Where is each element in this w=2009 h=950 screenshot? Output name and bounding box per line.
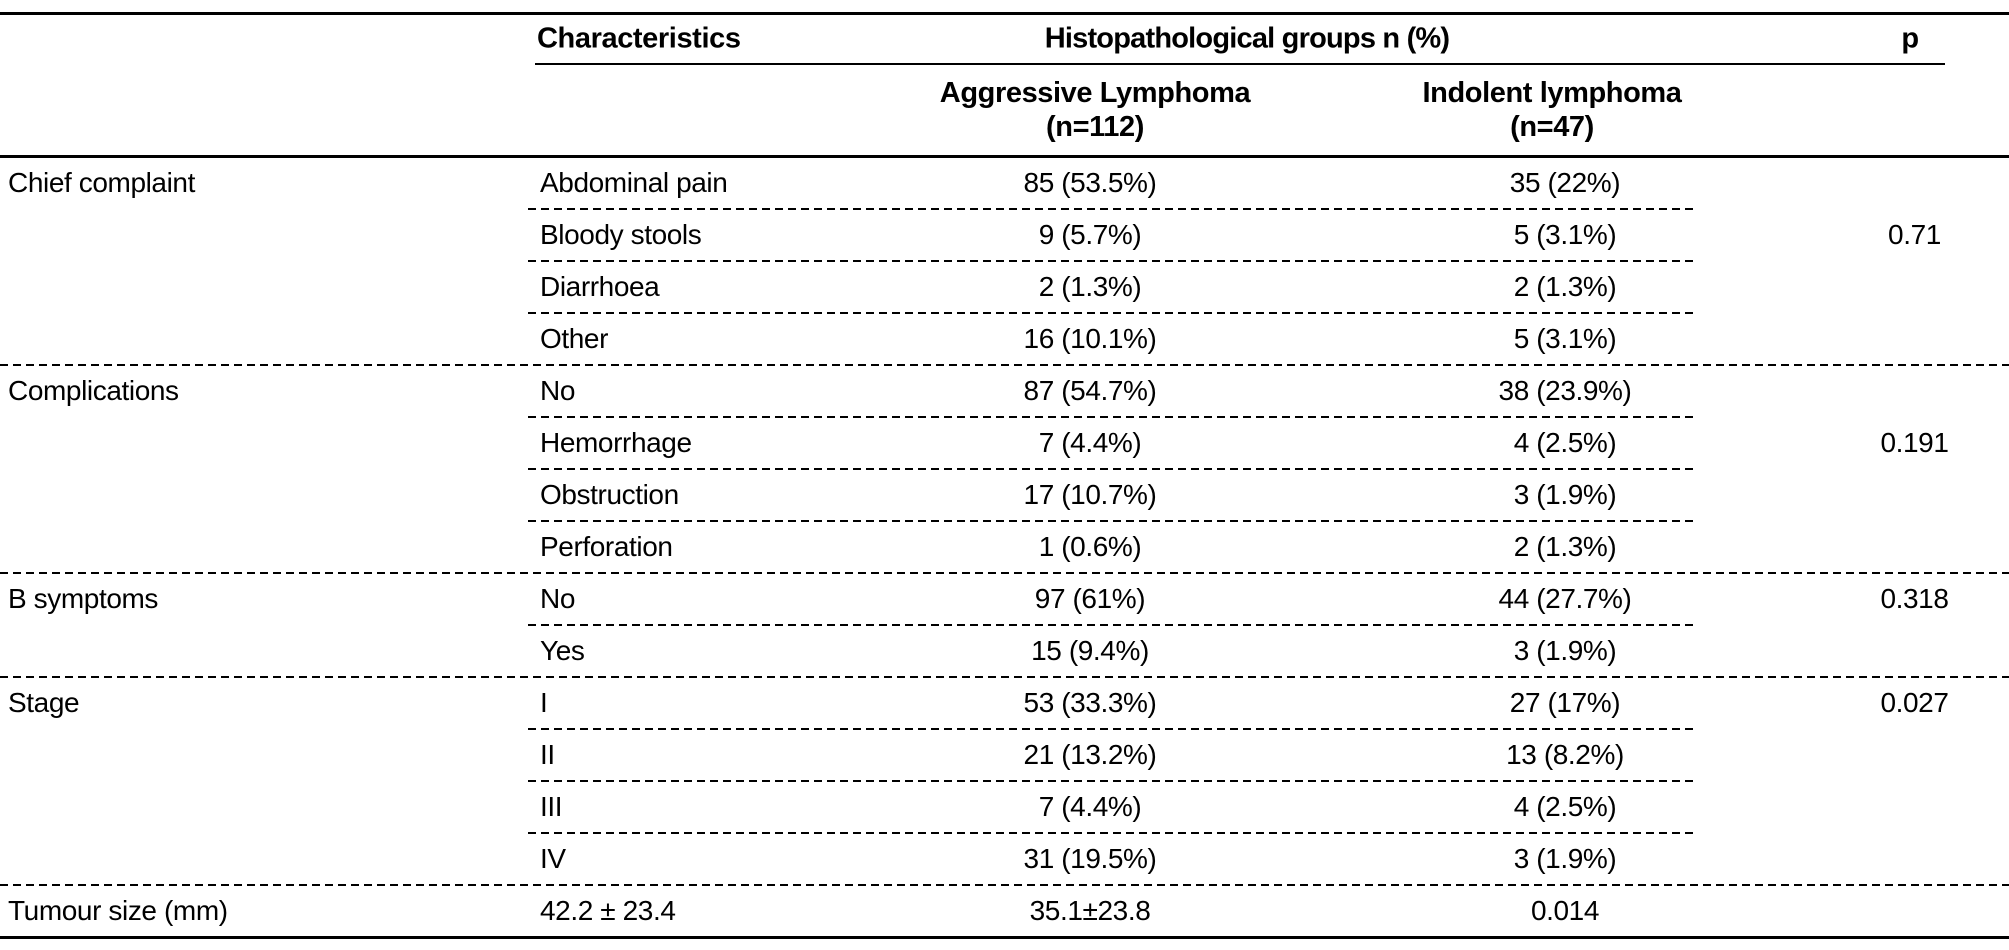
group-divider (0, 884, 2009, 886)
aggressive-value: 15 (9.4%) (1031, 635, 1149, 666)
characteristic-cell: 42.2 ± 23.4 (540, 895, 676, 926)
table-row: IV 31 (19.5%) 3 (1.9%) (0, 834, 2009, 884)
aggressive-value: 85 (53.5%) (1023, 167, 1157, 198)
header-bottom-rule (0, 155, 2009, 158)
row-divider (528, 780, 1693, 782)
indolent-value: 2 (1.3%) (1513, 271, 1617, 302)
header-aggressive-line1: Aggressive Lymphoma (939, 77, 1251, 109)
aggressive-value: 16 (10.1%) (1023, 323, 1157, 354)
row-divider (528, 624, 1693, 626)
aggressive-value: 2 (1.3%) (1038, 271, 1142, 302)
header-indolent-line1: Indolent lymphoma (1422, 77, 1682, 109)
indolent-value: 3 (1.9%) (1513, 635, 1617, 666)
header-indolent-lymphoma: Indolent lymphoma (n=47) (1422, 76, 1681, 144)
characteristic-cell: Other (540, 323, 609, 354)
indolent-value: 27 (17%) (1509, 687, 1621, 718)
table-row: Stage I 53 (33.3%) 27 (17%) 0.027 (0, 678, 2009, 728)
characteristic-cell: IV (540, 843, 566, 874)
indolent-value: 0.014 (1530, 895, 1600, 926)
group-divider (0, 364, 2009, 366)
characteristic-cell: Perforation (540, 531, 673, 562)
table-bottom-rule (0, 936, 2009, 939)
p-value: 0.71 (1888, 219, 1941, 250)
table-row: III 7 (4.4%) 4 (2.5%) (0, 782, 2009, 832)
row-divider (528, 312, 1693, 314)
p-value: 0.318 (1880, 583, 1949, 614)
header-p: p (1901, 22, 1919, 55)
aggressive-value: 7 (4.4%) (1038, 791, 1142, 822)
characteristic-cell: III (540, 791, 563, 822)
indolent-value: 35 (22%) (1509, 167, 1621, 198)
characteristic-cell: No (540, 375, 575, 406)
indolent-value: 3 (1.9%) (1513, 843, 1617, 874)
table-row: Bloody stools 9 (5.7%) 5 (3.1%) 0.71 (0, 210, 2009, 260)
group-label: B symptoms (8, 583, 159, 614)
group-label: Stage (8, 687, 80, 718)
table-row: Tumour size (mm) 42.2 ± 23.4 35.1±23.8 0… (0, 886, 2009, 936)
header-aggressive-n: (n=112) (1046, 111, 1144, 143)
group-divider (0, 676, 2009, 678)
aggressive-value: 35.1±23.8 (1029, 895, 1151, 926)
aggressive-value: 87 (54.7%) (1023, 375, 1157, 406)
row-divider (528, 520, 1693, 522)
indolent-value: 4 (2.5%) (1513, 427, 1617, 458)
characteristic-cell: Obstruction (540, 479, 679, 510)
aggressive-value: 97 (61%) (1034, 583, 1146, 614)
indolent-value: 38 (23.9%) (1498, 375, 1632, 406)
aggressive-value: 21 (13.2%) (1023, 739, 1157, 770)
indolent-value: 13 (8.2%) (1506, 739, 1624, 770)
aggressive-value: 1 (0.6%) (1038, 531, 1142, 562)
table-top-rule (0, 12, 2009, 15)
header-underline-rule (535, 63, 1945, 65)
indolent-value: 5 (3.1%) (1513, 219, 1617, 250)
indolent-value: 44 (27.7%) (1498, 583, 1632, 614)
row-divider (528, 728, 1693, 730)
row-divider (528, 260, 1693, 262)
characteristic-cell: Abdominal pain (540, 167, 728, 198)
characteristic-cell: No (540, 583, 575, 614)
table-row: Diarrhoea 2 (1.3%) 2 (1.3%) (0, 262, 2009, 312)
row-divider (528, 416, 1693, 418)
table-row: II 21 (13.2%) 13 (8.2%) (0, 730, 2009, 780)
group-label: Chief complaint (8, 167, 195, 198)
characteristic-cell: Bloody stools (540, 219, 702, 250)
table-row: Complications No 87 (54.7%) 38 (23.9%) (0, 366, 2009, 416)
row-divider (528, 468, 1693, 470)
aggressive-value: 7 (4.4%) (1038, 427, 1142, 458)
header-characteristics: Characteristics (537, 22, 741, 55)
group-label: Complications (8, 375, 179, 406)
table-header-row-1: Characteristics Histopathological groups… (0, 15, 2009, 63)
table-row: Other 16 (10.1%) 5 (3.1%) (0, 314, 2009, 364)
indolent-value: 5 (3.1%) (1513, 323, 1617, 354)
indolent-value: 4 (2.5%) (1513, 791, 1617, 822)
characteristic-cell: II (540, 739, 555, 770)
table-header-row-2: Aggressive Lymphoma (n=112) Indolent lym… (0, 65, 2009, 155)
indolent-value: 3 (1.9%) (1513, 479, 1617, 510)
characteristic-cell: Diarrhoea (540, 271, 660, 302)
row-divider (528, 832, 1693, 834)
row-divider (528, 208, 1693, 210)
header-histopathological-groups: Histopathological groups n (%) (1044, 22, 1450, 55)
aggressive-value: 31 (19.5%) (1023, 843, 1157, 874)
aggressive-value: 53 (33.3%) (1023, 687, 1157, 718)
header-indolent-n: (n=47) (1510, 111, 1594, 143)
table-row: B symptoms No 97 (61%) 44 (27.7%) 0.318 (0, 574, 2009, 624)
p-value: 0.027 (1880, 687, 1949, 718)
group-divider (0, 572, 2009, 574)
characteristic-cell: Yes (540, 635, 585, 666)
header-aggressive-lymphoma: Aggressive Lymphoma (n=112) (939, 76, 1251, 144)
table-row: Hemorrhage 7 (4.4%) 4 (2.5%) 0.191 (0, 418, 2009, 468)
aggressive-value: 17 (10.7%) (1023, 479, 1157, 510)
table-row: Perforation 1 (0.6%) 2 (1.3%) (0, 522, 2009, 572)
characteristic-cell: I (540, 687, 548, 718)
indolent-value: 2 (1.3%) (1513, 531, 1617, 562)
group-label: Tumour size (mm) (8, 895, 228, 926)
characteristic-cell: Hemorrhage (540, 427, 692, 458)
p-value: 0.191 (1880, 427, 1949, 458)
table-row: Obstruction 17 (10.7%) 3 (1.9%) (0, 470, 2009, 520)
aggressive-value: 9 (5.7%) (1038, 219, 1142, 250)
table-row: Chief complaint Abdominal pain 85 (53.5%… (0, 158, 2009, 208)
table-row: Yes 15 (9.4%) 3 (1.9%) (0, 626, 2009, 676)
